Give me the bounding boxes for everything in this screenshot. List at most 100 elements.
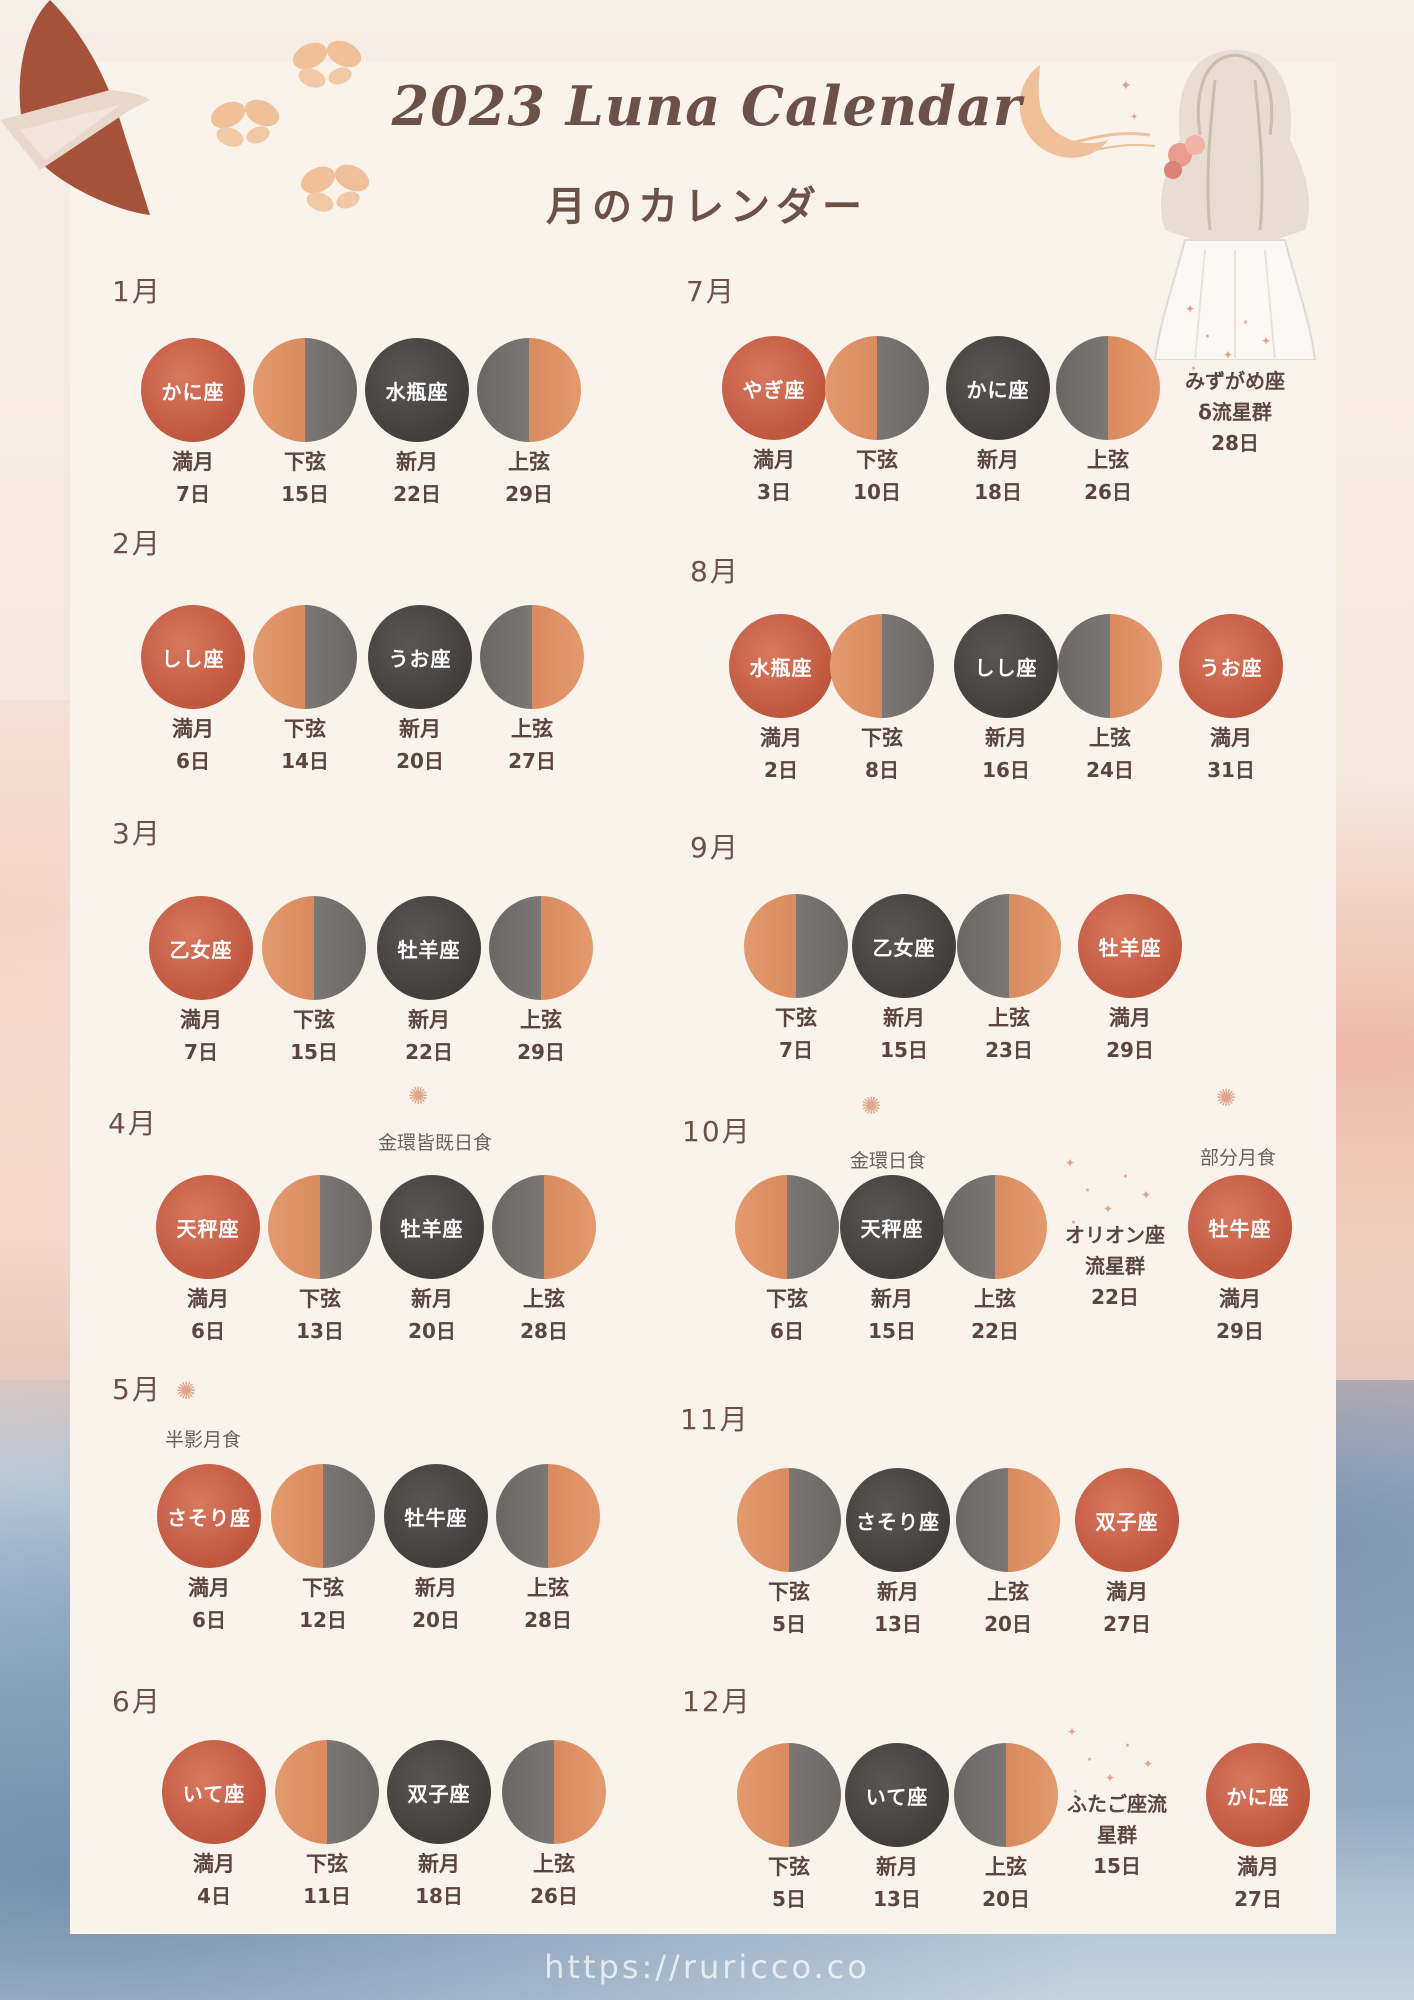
star-sparkle-icon: ·: [1242, 311, 1249, 336]
month-label: 5月: [112, 1373, 162, 1406]
moon-phase-date: 12日: [299, 1608, 347, 1632]
moon-phase-date: 15日: [281, 482, 329, 506]
new-moon-icon: 双子座: [387, 1740, 491, 1844]
month-label: 8月: [690, 555, 740, 588]
month-label: 4月: [108, 1107, 158, 1140]
first-quarter-moon-icon: [954, 1743, 1058, 1847]
girl-illustration: [1153, 50, 1317, 360]
zodiac-sign-label: うお座: [1199, 655, 1263, 680]
first-quarter-moon-icon: [492, 1175, 596, 1279]
moon-phase-label: 満月: [172, 450, 214, 474]
full-moon-icon: いて座: [162, 1740, 266, 1844]
moon-phase-label: 満月: [1109, 1006, 1151, 1030]
month-label: 9月: [690, 831, 740, 864]
moon-phase-label: 新月: [977, 448, 1019, 472]
moon-phase-date: 13日: [873, 1887, 921, 1911]
first-quarter-moon-icon: [1058, 614, 1162, 718]
moon-phase-date: 15日: [290, 1040, 338, 1064]
zodiac-sign-label: 双子座: [407, 1781, 471, 1806]
moon-phase-date: 7日: [176, 482, 210, 506]
month-label: 7月: [686, 275, 736, 308]
last-quarter-moon-icon: [262, 896, 366, 1000]
moon-phase-date: 3日: [757, 480, 791, 504]
moon-phase-date: 27日: [508, 749, 556, 773]
moon-phase-label: 上弦: [1089, 726, 1131, 750]
event-line: 28日: [1211, 431, 1259, 455]
moon-phase-date: 5日: [772, 1612, 806, 1636]
meteor-shower-event: オリオン座流星群 22日: [1035, 1220, 1195, 1313]
star-sparkle-icon: ·: [1084, 1179, 1091, 1204]
event-line: 22日: [1091, 1285, 1139, 1309]
butterfly-icon: [300, 164, 370, 212]
moon-phase-label: 新月: [871, 1287, 913, 1311]
eclipse-note: 半影月食: [164, 1429, 241, 1451]
moon-phase-label: 新月: [408, 1008, 450, 1032]
moon-phase-label: 上弦: [974, 1287, 1016, 1311]
full-moon-icon: やぎ座: [722, 336, 826, 440]
zodiac-sign-label: 牡羊座: [400, 1216, 464, 1241]
event-line: みずがめ座: [1185, 369, 1285, 393]
zodiac-sign-label: やぎ座: [742, 377, 806, 402]
star-sparkle-icon: ·: [1122, 1165, 1129, 1190]
last-quarter-moon-icon: [253, 605, 357, 709]
moon-phase-date: 18日: [415, 1884, 463, 1908]
new-moon-icon: 水瓶座: [365, 338, 469, 442]
moon-phase-label: 新月: [399, 717, 441, 741]
moon-phase-label: 下弦: [768, 1855, 810, 1879]
moon-phase-date: 13日: [296, 1319, 344, 1343]
site-url: https://ruricco.co: [544, 1948, 870, 1986]
event-line: オリオン座: [1065, 1223, 1165, 1247]
sun-sparkle-icon: ✺: [408, 1082, 429, 1110]
moon-phase-label: 新月: [411, 1287, 453, 1311]
crescent-moon-icon: ✦ ✦: [1019, 65, 1156, 158]
event-line: 流星群: [1085, 1254, 1145, 1278]
star-sparkle-icon: ✦: [1067, 1725, 1078, 1739]
eclipse-note: 金環皆既日食: [377, 1132, 492, 1154]
moon-phase-date: 27日: [1234, 1887, 1282, 1911]
zodiac-sign-label: かに座: [1226, 1784, 1290, 1809]
moon-phase-date: 2日: [764, 758, 798, 782]
moon-phase-label: 上弦: [511, 717, 553, 741]
event-line: 星群: [1097, 1823, 1137, 1847]
zodiac-sign-label: うお座: [388, 646, 452, 671]
first-quarter-moon-icon: [496, 1464, 600, 1568]
first-quarter-moon-icon: [489, 896, 593, 1000]
zodiac-sign-label: 牡牛座: [404, 1505, 468, 1530]
moon-phase-label: 上弦: [988, 1006, 1030, 1030]
moon-phase-date: 23日: [985, 1038, 1033, 1062]
svg-text:✦: ✦: [1130, 112, 1138, 123]
moon-phase-date: 20日: [412, 1608, 460, 1632]
first-quarter-moon-icon: [956, 1468, 1060, 1572]
star-sparkle-icon: ·: [1086, 1748, 1093, 1773]
first-quarter-moon-icon: [943, 1175, 1047, 1279]
moon-phase-label: 上弦: [985, 1855, 1027, 1879]
new-moon-icon: しし座: [954, 614, 1058, 718]
moon-phase-date: 13日: [874, 1612, 922, 1636]
event-line: 15日: [1093, 1854, 1141, 1878]
zodiac-sign-label: 天秤座: [176, 1216, 240, 1241]
moon-phase-label: 上弦: [987, 1580, 1029, 1604]
moon-phase-label: 新月: [396, 450, 438, 474]
star-sparkle-icon: ✦: [1065, 1156, 1076, 1170]
page-title: 2023 Luna Calendar: [391, 74, 1023, 138]
moon-phase-label: 新月: [877, 1580, 919, 1604]
full-moon-icon: 水瓶座: [729, 614, 833, 718]
moon-phase-date: 6日: [176, 749, 210, 773]
zodiac-sign-label: 牡羊座: [1098, 935, 1162, 960]
star-sparkle-icon: ✦: [1103, 1202, 1114, 1216]
moon-phase-date: 28日: [524, 1608, 572, 1632]
moon-phase-label: 満月: [1106, 1580, 1148, 1604]
moon-phase-date: 24日: [1086, 758, 1134, 782]
svg-text:✦: ✦: [1120, 78, 1132, 94]
zodiac-sign-label: 乙女座: [169, 937, 233, 962]
sun-sparkle-icon: ✺: [1216, 1084, 1237, 1112]
zodiac-sign-label: 乙女座: [872, 935, 936, 960]
moon-phase-date: 16日: [982, 758, 1030, 782]
moon-phase-date: 8日: [865, 758, 899, 782]
zodiac-sign-label: いて座: [865, 1784, 929, 1809]
full-moon-icon: しし座: [141, 605, 245, 709]
first-quarter-moon-icon: [480, 605, 584, 709]
full-moon-icon: 乙女座: [149, 896, 253, 1000]
new-moon-icon: 牡羊座: [380, 1175, 484, 1279]
moon-phase-label: 満月: [1237, 1855, 1279, 1879]
